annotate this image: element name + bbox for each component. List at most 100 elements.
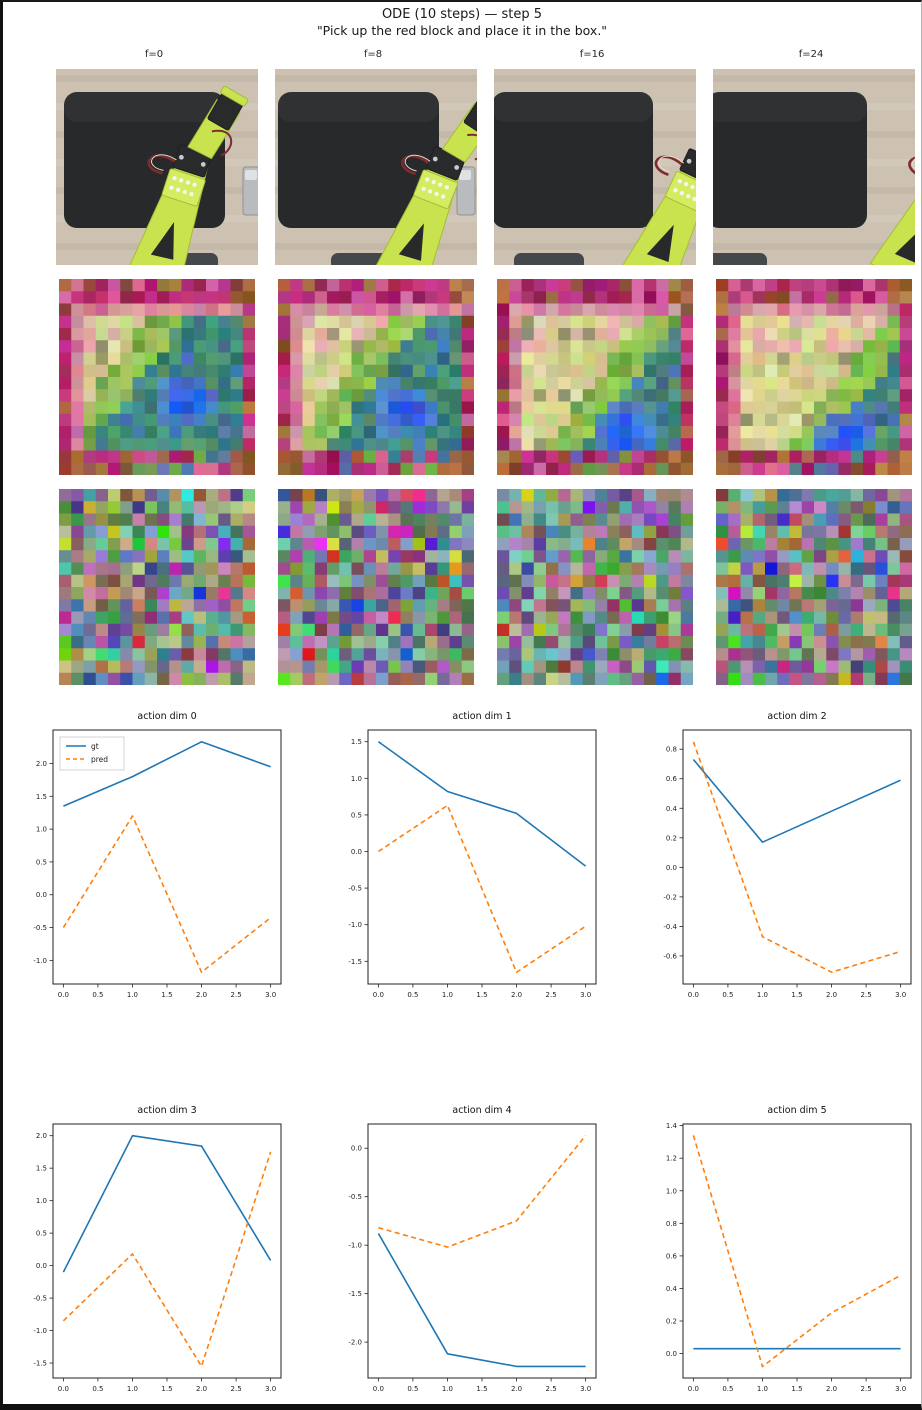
svg-text:3.0: 3.0 xyxy=(895,1385,906,1393)
chart-action-dim-1: action dim 1 -1.5 -1.0 -0.5 0.0 0.5 1.0 1.5 0.0 0… xyxy=(348,711,597,999)
svg-text:2.0: 2.0 xyxy=(826,1385,837,1393)
svg-text:0.2: 0.2 xyxy=(666,1318,677,1326)
svg-text:1.0: 1.0 xyxy=(127,991,138,999)
svg-text:1.4: 1.4 xyxy=(666,1122,678,1130)
svg-text:1.0: 1.0 xyxy=(127,1385,138,1393)
svg-text:2.5: 2.5 xyxy=(546,991,557,999)
svg-text:action dim 5: action dim 5 xyxy=(767,1105,826,1116)
svg-text:0.5: 0.5 xyxy=(407,1385,418,1393)
svg-text:action dim 1: action dim 1 xyxy=(452,711,511,722)
svg-text:1.0: 1.0 xyxy=(666,1187,677,1195)
svg-text:0.0: 0.0 xyxy=(373,1385,384,1393)
noise-frame-1 xyxy=(278,489,474,685)
svg-text:0.8: 0.8 xyxy=(666,1220,677,1228)
photo-frame-1 xyxy=(275,69,477,265)
svg-text:-0.5: -0.5 xyxy=(33,1295,47,1303)
figure-title: ODE (10 steps) — step 5 xyxy=(381,7,543,22)
svg-text:1.0: 1.0 xyxy=(351,775,362,783)
svg-text:-0.6: -0.6 xyxy=(663,952,677,960)
photo-frame-3 xyxy=(713,69,915,265)
svg-text:1.5: 1.5 xyxy=(161,991,172,999)
chart-action-dim-3: action dim 3 -1.5 -1.0 -0.5 0.0 0.5 1.0 1.5 2.0 0… xyxy=(33,1105,282,1393)
photo-frame-0 xyxy=(56,69,258,265)
svg-text:-1.5: -1.5 xyxy=(33,1360,47,1368)
svg-text:0.4: 0.4 xyxy=(666,805,678,813)
svg-text:1.5: 1.5 xyxy=(161,1385,172,1393)
noise-frame-2 xyxy=(497,489,693,685)
svg-text:1.0: 1.0 xyxy=(36,1197,47,1205)
svg-text:-0.2: -0.2 xyxy=(663,893,677,901)
latent-frame-3 xyxy=(716,279,912,475)
svg-text:1.0: 1.0 xyxy=(757,991,768,999)
svg-text:pred: pred xyxy=(91,755,108,764)
latent-frame-0 xyxy=(59,279,255,475)
svg-text:0.5: 0.5 xyxy=(407,991,418,999)
svg-text:3.0: 3.0 xyxy=(580,1385,591,1393)
photo-frame-2 xyxy=(494,69,696,265)
svg-text:0.0: 0.0 xyxy=(688,1385,699,1393)
svg-text:0.0: 0.0 xyxy=(36,891,47,899)
svg-text:0.0: 0.0 xyxy=(373,991,384,999)
svg-text:1.0: 1.0 xyxy=(442,1385,453,1393)
svg-text:-1.5: -1.5 xyxy=(348,958,362,966)
chart-action-dim-0: action dim 0 -1.0 -0.5 0.0 0.5 1.0 1.5 2.0 0.0 0.… xyxy=(33,711,282,999)
svg-text:0.0: 0.0 xyxy=(58,991,69,999)
svg-text:0.5: 0.5 xyxy=(351,811,362,819)
svg-text:0.5: 0.5 xyxy=(92,1385,103,1393)
noise-frame-0 xyxy=(59,489,255,685)
svg-text:1.5: 1.5 xyxy=(36,1165,47,1173)
svg-text:1.5: 1.5 xyxy=(351,738,362,746)
svg-text:2.5: 2.5 xyxy=(861,991,872,999)
svg-text:-1.0: -1.0 xyxy=(33,957,47,965)
svg-text:0.5: 0.5 xyxy=(722,1385,733,1393)
svg-text:-1.0: -1.0 xyxy=(348,921,362,929)
svg-text:2.5: 2.5 xyxy=(231,991,242,999)
svg-text:-0.4: -0.4 xyxy=(663,923,677,931)
svg-text:-0.5: -0.5 xyxy=(348,1193,362,1201)
svg-text:-1.0: -1.0 xyxy=(33,1327,47,1335)
svg-text:2.0: 2.0 xyxy=(196,991,207,999)
svg-text:0.5: 0.5 xyxy=(92,991,103,999)
svg-text:action dim 0: action dim 0 xyxy=(137,711,196,722)
svg-text:-2.0: -2.0 xyxy=(348,1339,362,1347)
svg-text:0.8: 0.8 xyxy=(666,746,677,754)
svg-text:0.0: 0.0 xyxy=(351,848,362,856)
noise-frame-3 xyxy=(716,489,912,685)
frame-label-0: f=0 xyxy=(144,49,164,60)
svg-text:3.0: 3.0 xyxy=(895,991,906,999)
svg-text:gt: gt xyxy=(91,742,99,751)
svg-text:0.2: 0.2 xyxy=(666,834,677,842)
latent-frame-1 xyxy=(278,279,474,475)
frame-label-3: f=24 xyxy=(798,49,824,60)
figure-subtitle: "Pick up the red block and place it in t… xyxy=(316,23,608,38)
svg-text:0.5: 0.5 xyxy=(36,1230,47,1238)
svg-text:1.5: 1.5 xyxy=(791,1385,802,1393)
svg-text:3.0: 3.0 xyxy=(265,991,276,999)
svg-text:0.4: 0.4 xyxy=(666,1285,678,1293)
svg-text:1.0: 1.0 xyxy=(442,991,453,999)
svg-text:0.0: 0.0 xyxy=(666,864,677,872)
svg-text:2.0: 2.0 xyxy=(511,1385,522,1393)
chart-action-dim-5: action dim 5 0.0 0.2 0.4 0.6 0.8 1.0 1.2 1.4 0.0 0… xyxy=(666,1105,912,1393)
svg-text:action dim 2: action dim 2 xyxy=(767,711,826,722)
svg-text:0.0: 0.0 xyxy=(666,1350,677,1358)
svg-text:0.0: 0.0 xyxy=(36,1262,47,1270)
svg-text:action dim 3: action dim 3 xyxy=(137,1105,196,1116)
svg-text:-0.5: -0.5 xyxy=(348,885,362,893)
svg-text:-1.0: -1.0 xyxy=(348,1242,362,1250)
svg-text:1.5: 1.5 xyxy=(476,1385,487,1393)
svg-text:2.0: 2.0 xyxy=(36,1132,47,1140)
svg-text:2.5: 2.5 xyxy=(231,1385,242,1393)
svg-text:0.6: 0.6 xyxy=(666,1252,678,1260)
svg-text:0.5: 0.5 xyxy=(36,858,47,866)
svg-text:0.0: 0.0 xyxy=(688,991,699,999)
svg-text:2.0: 2.0 xyxy=(511,991,522,999)
svg-text:1.5: 1.5 xyxy=(791,991,802,999)
svg-text:3.0: 3.0 xyxy=(580,991,591,999)
svg-text:0.5: 0.5 xyxy=(722,991,733,999)
svg-text:0.0: 0.0 xyxy=(351,1145,362,1153)
svg-text:1.2: 1.2 xyxy=(666,1155,677,1163)
svg-text:1.5: 1.5 xyxy=(476,991,487,999)
latent-frame-2 xyxy=(497,279,693,475)
